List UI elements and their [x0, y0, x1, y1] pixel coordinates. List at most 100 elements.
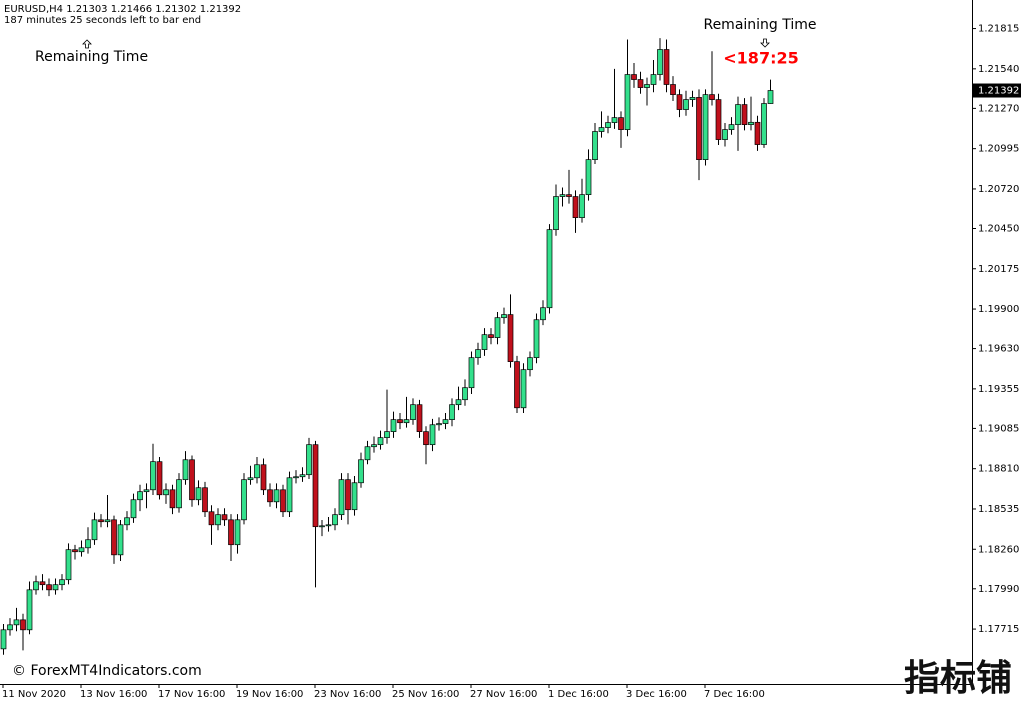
candle-body [319, 525, 325, 528]
candle-body [72, 549, 78, 553]
y-tick-label: 1.18810 [978, 464, 1019, 475]
candle-body [559, 194, 566, 197]
candle-body [325, 524, 332, 527]
y-tick-label: 1.19900 [978, 304, 1019, 315]
candle-body [637, 79, 644, 88]
candle-body [371, 444, 377, 448]
candle-body [163, 489, 169, 496]
candle-body [715, 99, 722, 140]
candle-body [338, 479, 345, 516]
candle-body [59, 579, 65, 586]
candle-body [306, 444, 312, 476]
x-tick-label: 23 Nov 16:00 [314, 689, 381, 700]
candle-body [468, 357, 475, 389]
candle-body [754, 121, 761, 145]
candle-body [345, 479, 351, 511]
price-tag [973, 83, 1021, 98]
candle-body [598, 127, 605, 132]
y-tick-label: 1.21540 [978, 64, 1019, 75]
candle-body [657, 49, 663, 75]
candle-body [150, 461, 156, 491]
candle-body [611, 117, 618, 123]
price-tag-label: 1.21392 [978, 86, 1019, 97]
annotation: Remaining Time [703, 17, 816, 33]
candle-body [195, 487, 202, 501]
watermark: © ForexMT4Indicators.com [12, 663, 202, 679]
candle-body [605, 122, 611, 128]
candle-body [91, 519, 98, 541]
candle-body [202, 487, 208, 513]
candle-body [20, 619, 26, 631]
candle-body [566, 194, 572, 197]
candle-body [26, 589, 33, 631]
candle-body [78, 547, 85, 553]
candle-body [156, 461, 163, 496]
candle-body [52, 584, 59, 591]
candle-body [624, 74, 631, 130]
y-tick-label: 1.20720 [978, 184, 1019, 195]
x-tick-label: 17 Nov 16:00 [158, 689, 225, 700]
candle-body [39, 581, 46, 586]
candle-body [741, 104, 748, 125]
candle-body [748, 121, 754, 125]
candle-body [267, 489, 273, 503]
candle-body [221, 514, 228, 521]
timer: <187:25 [723, 49, 798, 68]
candle-body [0, 629, 7, 650]
annotation: Remaining Time [35, 49, 148, 65]
candle-body [481, 334, 488, 350]
candle-body [514, 361, 520, 409]
candle-body [182, 459, 189, 481]
candle-body [416, 404, 423, 432]
candle-body [137, 491, 143, 501]
candle-body [46, 584, 52, 591]
y-tick-label: 1.18535 [978, 504, 1019, 515]
candle-body [527, 357, 533, 371]
candle-body [397, 419, 403, 424]
candle-body [488, 334, 494, 338]
x-tick-label: 3 Dec 16:00 [626, 689, 687, 700]
x-tick-label: 7 Dec 16:00 [704, 689, 765, 700]
candle-body [423, 431, 429, 446]
candle-body [696, 97, 702, 160]
y-tick-label: 1.19085 [978, 423, 1019, 434]
candle-body [520, 369, 527, 409]
candle-body [676, 94, 683, 110]
y-tick-label: 1.17715 [978, 624, 1019, 635]
candle-body [689, 97, 696, 100]
logo: 指标铺 [904, 658, 1012, 699]
candle-body [722, 129, 728, 140]
candle-body [449, 404, 455, 420]
candle-body [475, 349, 481, 359]
candle-body [501, 314, 507, 319]
candle-body [377, 437, 384, 446]
candle-body [436, 423, 442, 426]
candle-body [247, 477, 254, 481]
candle-body [533, 319, 540, 359]
arrow-up [82, 39, 92, 49]
candle-body [254, 464, 260, 479]
candle-body [663, 49, 670, 85]
x-tick-label: 25 Nov 16:00 [392, 689, 459, 700]
candle-body [143, 489, 150, 493]
candle-body [208, 511, 215, 526]
candle-body [540, 307, 546, 321]
candle-body [592, 131, 598, 160]
candle-body [390, 419, 397, 432]
candle-body [312, 444, 319, 528]
candle-body [728, 124, 735, 130]
candle-body [286, 477, 293, 513]
candle-body [429, 424, 436, 446]
candle-body [241, 479, 247, 521]
y-tick-label: 1.20995 [978, 144, 1019, 155]
candle-body [260, 464, 267, 491]
x-tick-label: 11 Nov 2020 [2, 689, 66, 700]
y-tick-label: 1.21270 [978, 103, 1019, 114]
header: EURUSD,H4 1.21303 1.21466 1.21302 1.2139… [4, 4, 241, 15]
y-tick-label: 1.18260 [978, 544, 1019, 555]
x-tick-label: 27 Nov 16:00 [470, 689, 537, 700]
candle-body [280, 489, 286, 513]
y-tick-label: 1.20175 [978, 264, 1019, 275]
candle-body [299, 474, 306, 478]
